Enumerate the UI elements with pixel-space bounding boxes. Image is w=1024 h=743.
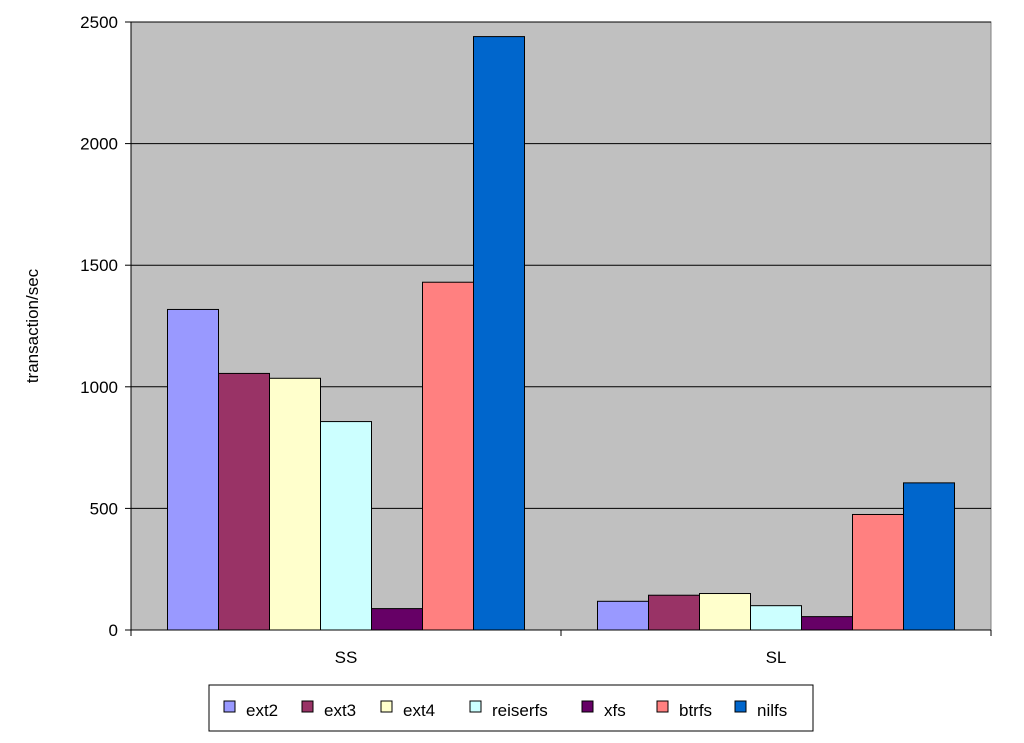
y-tick-label: 1500 (80, 256, 118, 275)
bar-ext3-SL (648, 594, 700, 631)
legend-label-xfs: xfs (604, 701, 626, 720)
bar-nilfs-SS (473, 36, 525, 631)
bar-xfs-SL (801, 616, 853, 631)
legend-label-btrfs: btrfs (679, 701, 712, 720)
y-tick-label: 2500 (80, 13, 118, 32)
legend: ext2 ext3 ext4 reiserfs xfs btrfs nilfs (208, 684, 814, 732)
bar-ext3-SS (218, 372, 270, 631)
bar-ext2-SS (167, 308, 219, 631)
x-category-label: SL (766, 648, 787, 667)
bar-reiserfs-SL (750, 605, 802, 631)
legend-label-reiserfs: reiserfs (492, 701, 548, 720)
legend-label-ext3: ext3 (324, 701, 356, 720)
y-axis: 0 500 1000 1500 2000 2500 (80, 13, 132, 640)
y-tick-label: 500 (90, 499, 118, 518)
bar-ext4-SS (269, 377, 321, 631)
bar-nilfs-SL (903, 482, 955, 631)
legend-label-ext4: ext4 (403, 701, 435, 720)
x-axis: SS SL (130, 629, 992, 667)
legend-swatch-nilfs (734, 700, 747, 713)
legend-swatch-btrfs (656, 700, 669, 713)
bar-btrfs-SS (422, 281, 474, 631)
legend-label-ext2: ext2 (246, 701, 278, 720)
legend-swatch-xfs (581, 700, 594, 713)
bar-reiserfs-SS (320, 421, 372, 631)
legend-label-nilfs: nilfs (757, 701, 787, 720)
y-tick-label: 2000 (80, 135, 118, 154)
bar-xfs-SS (371, 608, 423, 631)
y-tick-label: 1000 (80, 378, 118, 397)
bar-ext4-SL (699, 593, 751, 631)
legend-swatch-ext2 (223, 700, 236, 713)
y-tick-label: 0 (109, 621, 118, 640)
legend-swatch-reiserfs (469, 700, 482, 713)
x-category-label: SS (335, 648, 358, 667)
bar-btrfs-SL (852, 513, 904, 631)
bars (167, 36, 955, 631)
bar-ext2-SL (597, 600, 649, 631)
y-axis-label: transaction/sec (23, 268, 42, 383)
legend-swatch-ext3 (301, 700, 314, 713)
legend-swatch-ext4 (380, 700, 393, 713)
